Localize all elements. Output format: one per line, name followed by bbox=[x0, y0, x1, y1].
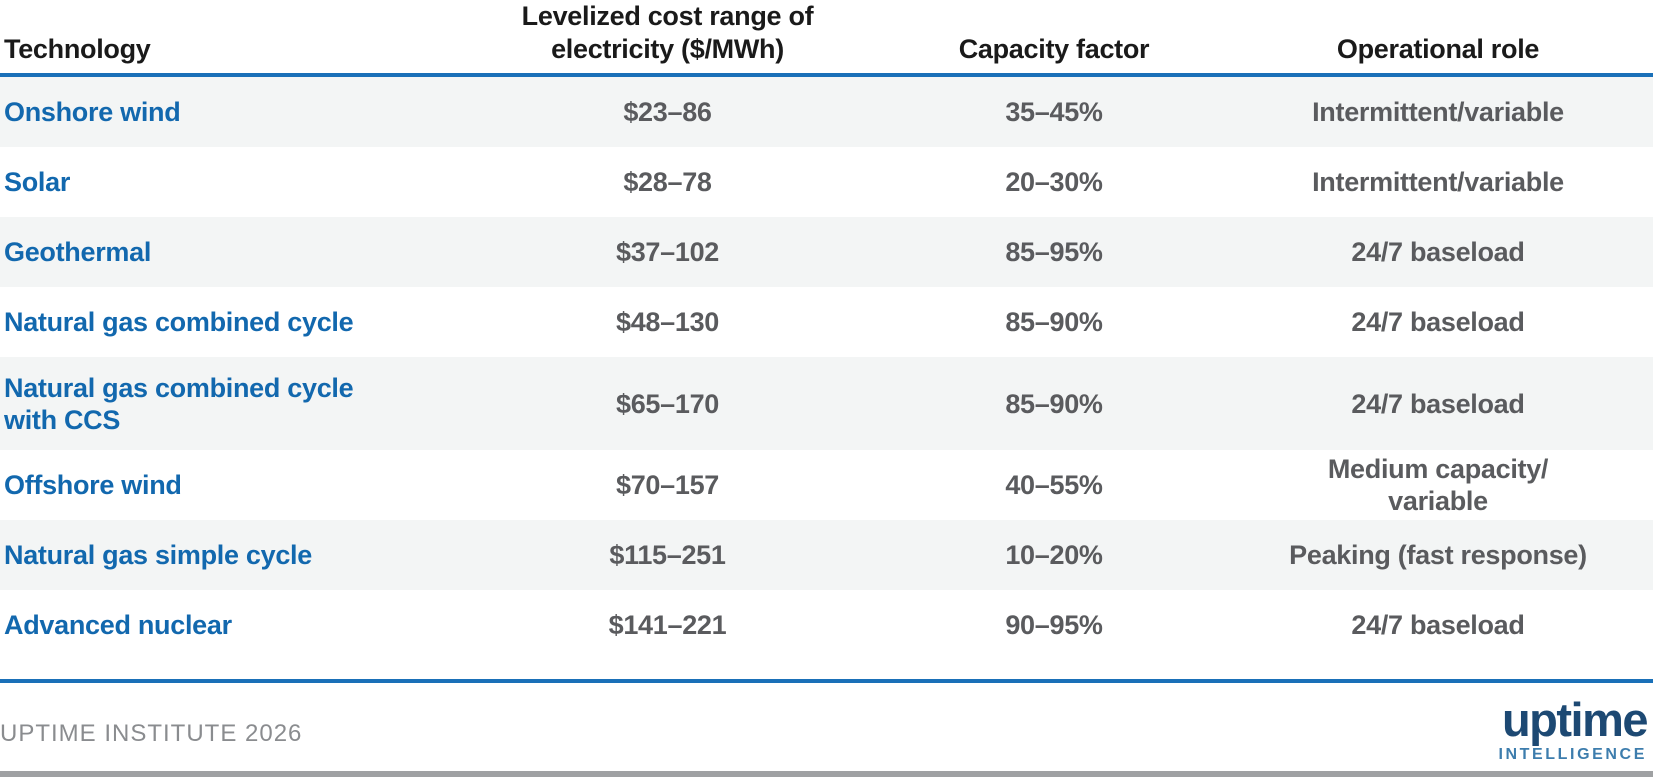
technology-cell: Geothermal bbox=[4, 237, 152, 267]
technology-cell: Advanced nuclear bbox=[4, 610, 232, 640]
cost-cell: $23–86 bbox=[623, 97, 712, 127]
bottom-gray-bar bbox=[0, 771, 1653, 777]
column-header-technology: Technology bbox=[4, 34, 151, 64]
cost-cell: $141–221 bbox=[608, 610, 727, 640]
table-row: Offshore wind $70–157 40–55% Medium capa… bbox=[0, 450, 1653, 520]
table-header-row: Technology Levelized cost range of elect… bbox=[0, 0, 1653, 77]
technology-cell: Solar bbox=[4, 167, 71, 197]
role-cell: 24/7 baseload bbox=[1351, 237, 1525, 267]
capacity-factor-cell: 10–20% bbox=[1005, 540, 1103, 570]
cost-cell: $65–170 bbox=[615, 388, 719, 419]
technology-cell: Natural gas combined cycle bbox=[4, 307, 354, 337]
capacity-factor-cell: 35–45% bbox=[1005, 97, 1103, 127]
role-cell: Intermittent/variable bbox=[1312, 167, 1564, 197]
role-cell: 24/7 baseload bbox=[1351, 307, 1525, 337]
role-cell: Medium capacity/ variable bbox=[1327, 454, 1549, 516]
column-header-capacity-factor: Capacity factor bbox=[958, 34, 1150, 64]
cost-cell: $28–78 bbox=[623, 167, 712, 197]
technology-cell: Offshore wind bbox=[4, 470, 182, 500]
technology-cell: Natural gas combined cycle with CCS bbox=[4, 372, 354, 435]
column-header-operational-role: Operational role bbox=[1336, 34, 1540, 64]
table-row: Natural gas combined cycle $48–130 85–90… bbox=[0, 287, 1653, 357]
role-cell: 24/7 baseload bbox=[1351, 610, 1525, 640]
table-row: Solar $28–78 20–30% Intermittent/variabl… bbox=[0, 147, 1653, 217]
role-cell: 24/7 baseload bbox=[1351, 388, 1525, 419]
capacity-factor-cell: 90–95% bbox=[1005, 610, 1103, 640]
capacity-factor-cell: 85–95% bbox=[1005, 237, 1103, 267]
capacity-factor-cell: 20–30% bbox=[1005, 167, 1103, 197]
table-body: Onshore wind $23–86 35–45% Intermittent/… bbox=[0, 77, 1653, 660]
capacity-factor-cell: 85–90% bbox=[1005, 307, 1103, 337]
cost-cell: $115–251 bbox=[609, 540, 726, 570]
table-row: Advanced nuclear $141–221 90–95% 24/7 ba… bbox=[0, 590, 1653, 660]
role-cell: Intermittent/variable bbox=[1312, 97, 1564, 127]
uptime-intelligence-logo: uptime INTELLIGENCE bbox=[1498, 693, 1649, 763]
cost-cell: $48–130 bbox=[615, 307, 719, 337]
source-attribution: UPTIME INSTITUTE 2026 bbox=[0, 720, 303, 747]
cost-cell: $37–102 bbox=[615, 237, 719, 267]
table-row: Onshore wind $23–86 35–45% Intermittent/… bbox=[0, 77, 1653, 147]
column-header-levelized-cost: Levelized cost range of electricity ($/M… bbox=[521, 1, 814, 64]
table-row: Geothermal $37–102 85–95% 24/7 baseload bbox=[0, 217, 1653, 287]
technology-cell: Onshore wind bbox=[4, 97, 181, 127]
technology-cell: Natural gas simple cycle bbox=[4, 540, 312, 570]
capacity-factor-cell: 85–90% bbox=[1005, 388, 1103, 419]
uptime-wordmark: uptime bbox=[1501, 693, 1649, 746]
table-bottom-rule bbox=[0, 679, 1653, 683]
cost-cell: $70–157 bbox=[615, 470, 719, 500]
role-cell: Peaking (fast response) bbox=[1289, 540, 1587, 570]
capacity-factor-cell: 40–55% bbox=[1005, 470, 1103, 500]
table-row: Natural gas simple cycle $115–251 10–20%… bbox=[0, 520, 1653, 590]
table-row: Natural gas combined cycle with CCS $65–… bbox=[0, 357, 1653, 450]
intelligence-subtext: INTELLIGENCE bbox=[1498, 746, 1647, 763]
